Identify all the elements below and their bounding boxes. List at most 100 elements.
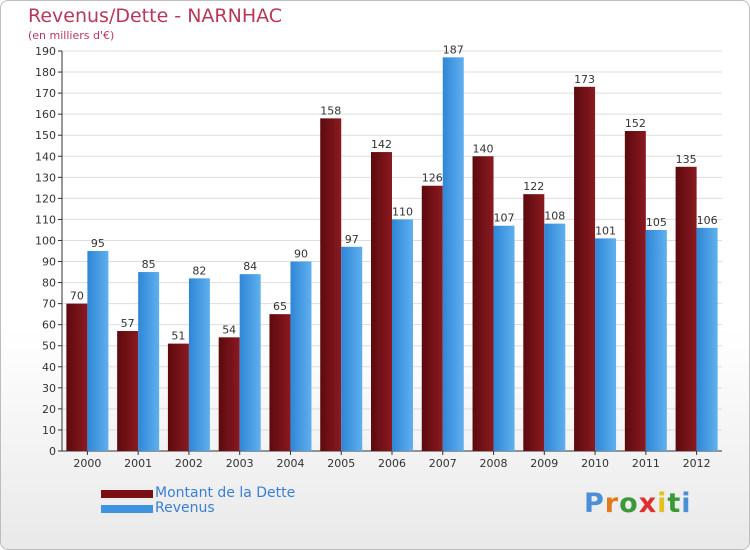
x-tick-label: 2001 <box>124 457 152 470</box>
bar-revenus <box>290 261 312 451</box>
legend-label: Montant de la Dette <box>155 485 296 501</box>
y-tick-label: 120 <box>35 192 56 205</box>
y-tick-label: 50 <box>42 340 56 353</box>
y-tick-label: 0 <box>49 445 56 458</box>
x-tick-label: 2008 <box>480 457 508 470</box>
bar-value-label: 65 <box>273 300 287 313</box>
legend-swatch <box>101 505 153 513</box>
y-tick-label: 140 <box>35 150 56 163</box>
x-tick-label: 2012 <box>683 457 711 470</box>
y-tick-label: 100 <box>35 234 56 247</box>
x-tick-label: 2007 <box>429 457 457 470</box>
chart-title: Revenus/Dette - NARNHAC <box>28 5 283 27</box>
bar-value-label: 85 <box>142 258 156 271</box>
x-tick-label: 2000 <box>73 457 101 470</box>
logo-letter: x <box>638 488 658 519</box>
bar-dette <box>117 331 139 451</box>
bar-dette <box>66 303 88 451</box>
logo-letter: i <box>681 488 692 519</box>
logo-letter: i <box>657 488 668 519</box>
bar-dette <box>269 314 291 451</box>
bar-revenus <box>87 251 109 451</box>
x-tick-label: 2005 <box>327 457 355 470</box>
logo-letter: t <box>667 488 682 519</box>
logo-letter: P <box>584 488 605 519</box>
y-tick-label: 10 <box>42 424 56 437</box>
x-tick-label: 2006 <box>378 457 406 470</box>
x-tick-label: 2002 <box>175 457 203 470</box>
bar-value-label: 82 <box>192 264 206 277</box>
bar-value-label: 90 <box>294 248 308 261</box>
bar-dette <box>167 343 189 451</box>
y-tick-label: 40 <box>42 361 56 374</box>
y-tick-label: 130 <box>35 171 56 184</box>
bar-value-label: 51 <box>171 330 185 343</box>
bar-dette <box>371 152 392 452</box>
bar-dette <box>320 118 342 452</box>
bar-revenus <box>696 227 718 451</box>
y-tick-label: 80 <box>42 277 56 290</box>
y-tick-label: 70 <box>42 298 56 311</box>
proxiti-logo: Proxiti <box>584 488 692 519</box>
bar-dette <box>523 194 545 451</box>
y-tick-label: 180 <box>35 66 56 79</box>
bar-value-label: 110 <box>392 205 413 218</box>
bar-value-label: 57 <box>121 317 135 330</box>
bar-revenus <box>493 225 515 451</box>
bar-value-label: 108 <box>544 210 565 223</box>
bar-dette <box>218 337 240 451</box>
x-tick-label: 2011 <box>632 457 660 470</box>
bar-revenus <box>442 57 464 451</box>
bar-value-label: 135 <box>676 153 697 166</box>
bar-revenus <box>239 274 261 451</box>
bar-value-label: 70 <box>70 290 84 303</box>
bar-revenus <box>595 238 617 451</box>
bar-value-label: 122 <box>523 180 544 193</box>
bar-revenus <box>341 246 363 451</box>
bar-revenus <box>188 278 210 451</box>
legend-swatch <box>101 490 153 498</box>
bar-dette <box>421 185 443 451</box>
y-tick-label: 160 <box>35 108 56 121</box>
x-tick-label: 2009 <box>530 457 558 470</box>
y-tick-label: 20 <box>42 403 56 416</box>
bar-dette <box>624 131 646 451</box>
y-tick-label: 30 <box>42 382 56 395</box>
logo-letter: r <box>604 488 620 519</box>
bar-dette <box>472 156 494 451</box>
bar-revenus <box>645 229 667 451</box>
x-tick-label: 2010 <box>581 457 609 470</box>
bar-value-label: 107 <box>494 212 515 225</box>
bar-value-label: 173 <box>574 73 595 86</box>
bar-value-label: 84 <box>243 260 257 273</box>
bar-value-label: 152 <box>625 117 646 130</box>
y-tick-label: 90 <box>42 256 56 269</box>
x-tick-label: 2003 <box>226 457 254 470</box>
bar-dette <box>675 166 697 451</box>
bar-revenus <box>138 272 160 451</box>
bar-value-label: 158 <box>320 104 341 117</box>
y-tick-label: 170 <box>35 87 56 100</box>
bar-value-label: 142 <box>371 138 392 151</box>
bar-revenus <box>392 219 413 451</box>
bar-value-label: 187 <box>443 43 464 56</box>
bar-value-label: 106 <box>697 214 718 227</box>
bar-dette <box>574 86 596 451</box>
chart-subtitle: (en milliers d'€) <box>28 29 115 42</box>
bar-value-label: 101 <box>595 224 616 237</box>
bar-value-label: 105 <box>646 216 667 229</box>
y-tick-label: 190 <box>35 45 56 58</box>
bar-revenus <box>544 223 566 451</box>
bar-value-label: 54 <box>222 323 236 336</box>
y-tick-label: 110 <box>35 213 56 226</box>
legend-label: Revenus <box>155 500 215 516</box>
y-tick-label: 150 <box>35 129 56 142</box>
bar-value-label: 95 <box>91 237 105 250</box>
y-tick-label: 60 <box>42 319 56 332</box>
logo-letter: o <box>619 488 639 519</box>
bar-value-label: 97 <box>345 233 359 246</box>
bar-value-label: 126 <box>422 172 443 185</box>
bar-value-label: 140 <box>473 142 494 155</box>
